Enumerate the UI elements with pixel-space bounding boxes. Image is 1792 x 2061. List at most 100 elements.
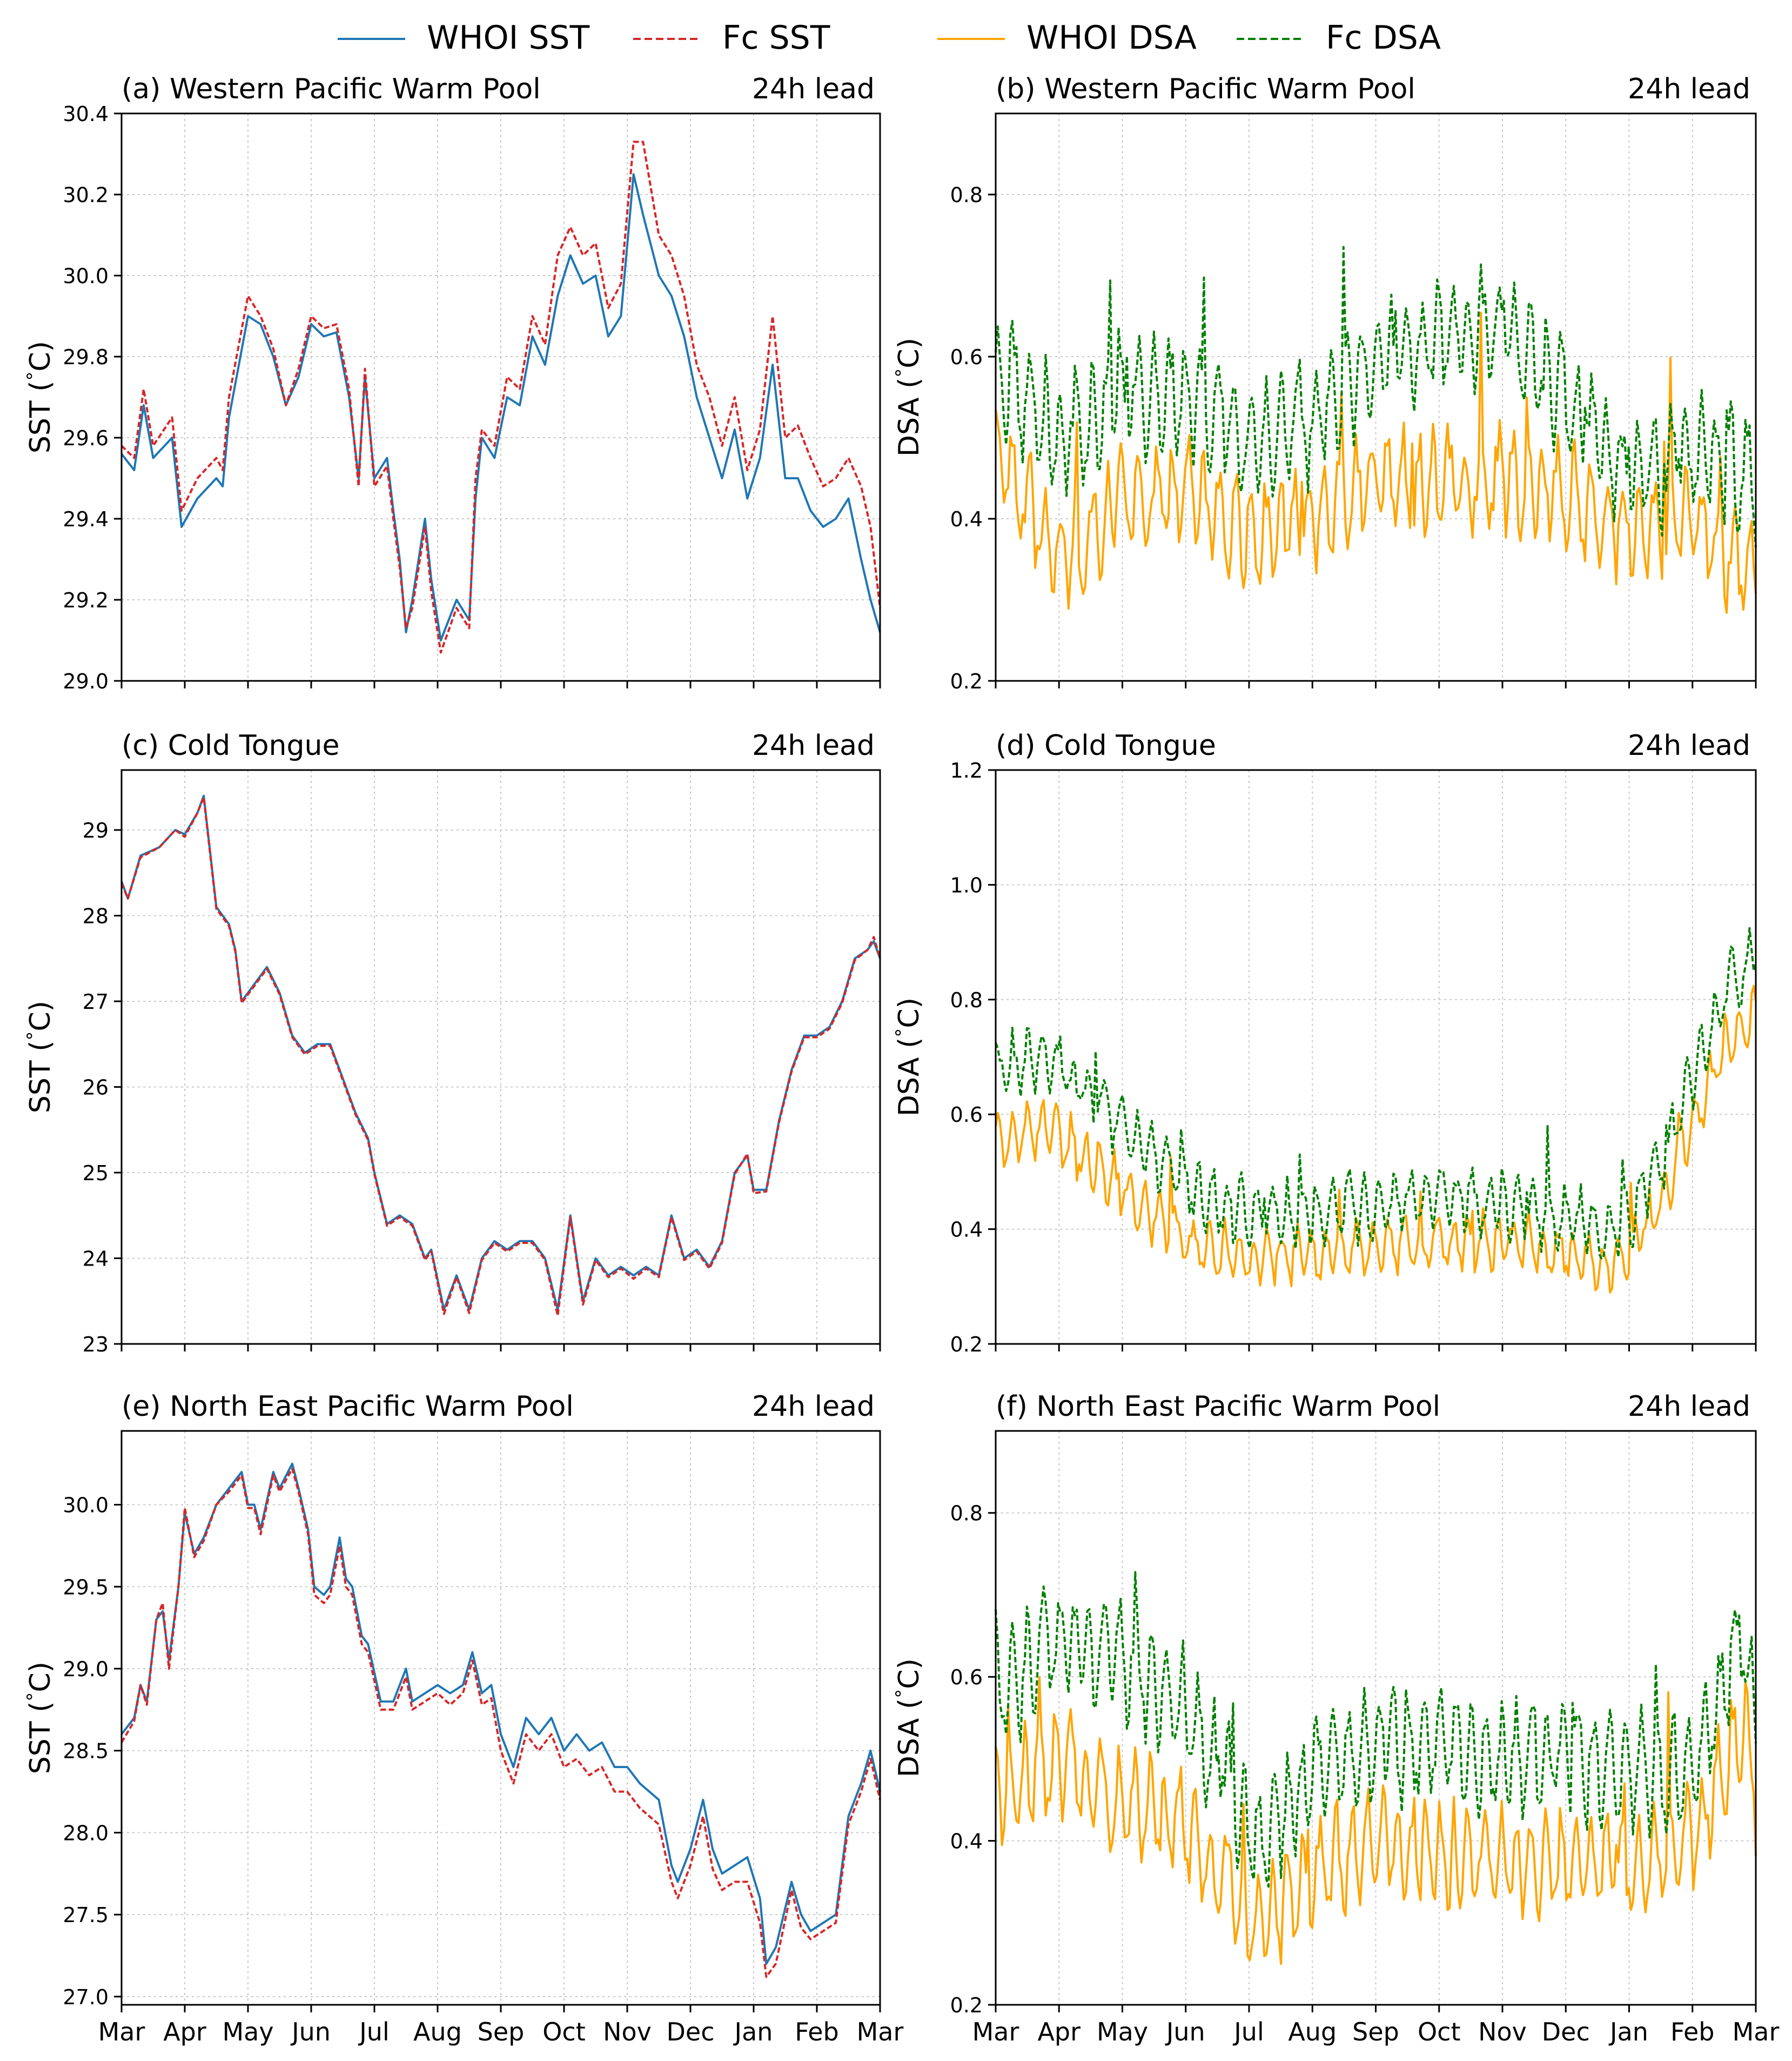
legend-label: Fc SST	[722, 19, 830, 57]
y-tick-label: 24	[83, 1247, 109, 1270]
y-tick-label: 26	[83, 1075, 109, 1099]
legend-label: Fc DSA	[1326, 19, 1441, 57]
x-tick-label: Mar	[1733, 2017, 1780, 2046]
y-tick-label: 29.8	[63, 345, 109, 369]
lead-label: 24h lead	[1628, 730, 1750, 762]
x-tick-label: Jan	[733, 2017, 773, 2046]
y-tick-label: 27.0	[63, 1985, 109, 2009]
lead-label: 24h lead	[1628, 73, 1750, 105]
x-tick-label: Sep	[1352, 2017, 1399, 2046]
grid	[122, 770, 880, 1344]
y-tick-label: 27	[83, 990, 109, 1014]
y-tick-label: 28.0	[63, 1821, 109, 1845]
y-tick-label: 27.5	[63, 1903, 109, 1927]
x-tick-label: Jul	[1232, 2017, 1264, 2046]
y-tick-label: 1.0	[950, 873, 983, 897]
series-line-fc-sst	[120, 796, 881, 1317]
y-tick-label: 28	[83, 904, 109, 928]
x-axis	[995, 1344, 1757, 1351]
series-line-fc-dsa	[995, 1571, 1757, 1888]
grid	[996, 1431, 1756, 2005]
y-axis: 0.2 0.4 0.6 0.8 1.0 1.2	[950, 759, 996, 1356]
y-tick-label: 29.4	[63, 507, 109, 531]
x-axis: Mar Apr May Jun Jul Aug Sep Oct Nov Dec Jan Feb Mar	[98, 2005, 904, 2046]
series-line-fc-sst	[120, 140, 881, 654]
y-axis-label: DSA (°C)	[892, 1658, 925, 1777]
y-tick-label: 0.2	[950, 1993, 983, 2017]
y-tick-label: 1.2	[950, 759, 983, 782]
y-tick-label: 29	[83, 819, 109, 842]
y-tick-label: 29.5	[63, 1575, 109, 1599]
panel-b: 0.2 0.4 0.6 0.8 DSA (°C) (b) Western Pacific …	[892, 73, 1757, 693]
legend-entry-2: WHOI DSA	[937, 19, 1197, 57]
series-line-whoi-sst	[120, 1462, 881, 1965]
y-tick-label: 0.8	[950, 183, 983, 207]
y-tick-label: 0.8	[950, 1502, 983, 1525]
y-axis: 0.2 0.4 0.6 0.8	[950, 183, 996, 693]
x-tick-label: Dec	[666, 2017, 714, 2046]
y-tick-label: 29.6	[63, 426, 109, 450]
x-tick-label: Aug	[1288, 2017, 1337, 2046]
x-tick-label: Jul	[358, 2017, 390, 2046]
panel-d: 0.2 0.4 0.6 0.8 1.0 1.2 DSA (°C) (d) Cold Tongu…	[892, 730, 1757, 1356]
legend-label: WHOI SST	[427, 19, 590, 57]
panel-title: (d) Cold Tongue	[996, 730, 1216, 762]
legend-entry-3: Fc DSA	[1237, 19, 1441, 57]
panel-c: 23 24 25 26 27 28 29 SST (°C) (c) Cold Tongue 24h…	[23, 730, 881, 1356]
panel-title: (c) Cold Tongue	[122, 730, 339, 762]
y-tick-label: 0.2	[950, 1333, 983, 1356]
lead-label: 24h lead	[752, 1390, 875, 1423]
y-tick-label: 30.4	[63, 102, 109, 126]
x-tick-label: Sep	[478, 2017, 525, 2046]
panel-e: Mar Apr May Jun Jul Aug Sep Oct Nov Dec Jan Feb Mar 2…	[23, 1390, 903, 2046]
lead-label: 24h lead	[1628, 1390, 1750, 1423]
series-line-whoi-dsa	[995, 985, 1757, 1294]
y-tick-label: 30.0	[63, 264, 109, 288]
x-axis	[120, 1344, 881, 1351]
y-axis-label: SST (°C)	[23, 1662, 57, 1774]
y-tick-label: 25	[83, 1161, 109, 1185]
panel-a: 29.0 29.2 29.4 29.6 29.8 30.0 30.2 30.4 SST (°C)…	[23, 73, 881, 693]
lead-label: 24h lead	[752, 730, 875, 762]
y-axis: 23 24 25 26 27 28 29	[83, 819, 122, 1356]
series-line-whoi-dsa	[995, 1676, 1757, 1965]
lead-label: 24h lead	[752, 73, 875, 105]
panel-title: (a) Western Pacific Warm Pool	[122, 73, 541, 105]
y-tick-label: 30.2	[63, 183, 109, 207]
y-tick-label: 28.5	[63, 1739, 109, 1763]
x-tick-label: Aug	[413, 2017, 462, 2046]
series-line-fc-dsa	[995, 927, 1757, 1261]
x-tick-label: Mar	[857, 2017, 904, 2046]
y-tick-label: 0.6	[950, 1665, 983, 1689]
grid	[996, 770, 1756, 1344]
x-tick-label: Nov	[603, 2017, 652, 2046]
x-tick-label: Jun	[1165, 2017, 1205, 2046]
x-axis: Mar Apr May Jun Jul Aug Sep Oct Nov Dec Jan Feb Mar	[972, 2005, 1780, 2046]
series-line-fc-sst	[120, 1467, 881, 1978]
legend-label: WHOI DSA	[1026, 19, 1197, 57]
y-tick-label: 0.2	[950, 670, 983, 693]
y-tick-label: 30.0	[63, 1494, 109, 1517]
x-tick-label: Mar	[972, 2017, 1019, 2046]
x-tick-label: Oct	[1418, 2017, 1461, 2046]
x-tick-label: Oct	[542, 2017, 586, 2046]
y-axis-label: DSA (°C)	[892, 338, 925, 457]
x-tick-label: Jun	[290, 2017, 331, 2046]
x-tick-label: Dec	[1542, 2017, 1590, 2046]
y-axis-label: SST (°C)	[23, 341, 57, 453]
grid	[122, 1431, 880, 2005]
legend-entry-0: WHOI SST	[338, 19, 590, 57]
y-axis: 27.0 27.5 28.0 28.5 29.0 29.5 30.0	[63, 1494, 122, 2009]
x-tick-label: Feb	[1670, 2017, 1714, 2046]
legend: WHOI SST Fc SST WHOI DSA Fc DSA	[338, 19, 1441, 57]
y-axis: 0.2 0.4 0.6 0.8	[950, 1502, 996, 2017]
y-axis-label: SST (°C)	[23, 1001, 57, 1113]
series-line-whoi-sst	[120, 173, 881, 641]
panels: 29.0 29.2 29.4 29.6 29.8 30.0 30.2 30.4 SST (°C)…	[23, 73, 1779, 2046]
y-tick-label: 0.4	[950, 1830, 983, 1853]
x-tick-label: Feb	[795, 2017, 838, 2046]
legend-entry-1: Fc SST	[633, 19, 830, 57]
x-tick-label: Jan	[1608, 2017, 1648, 2046]
y-tick-label: 29.0	[63, 670, 109, 693]
